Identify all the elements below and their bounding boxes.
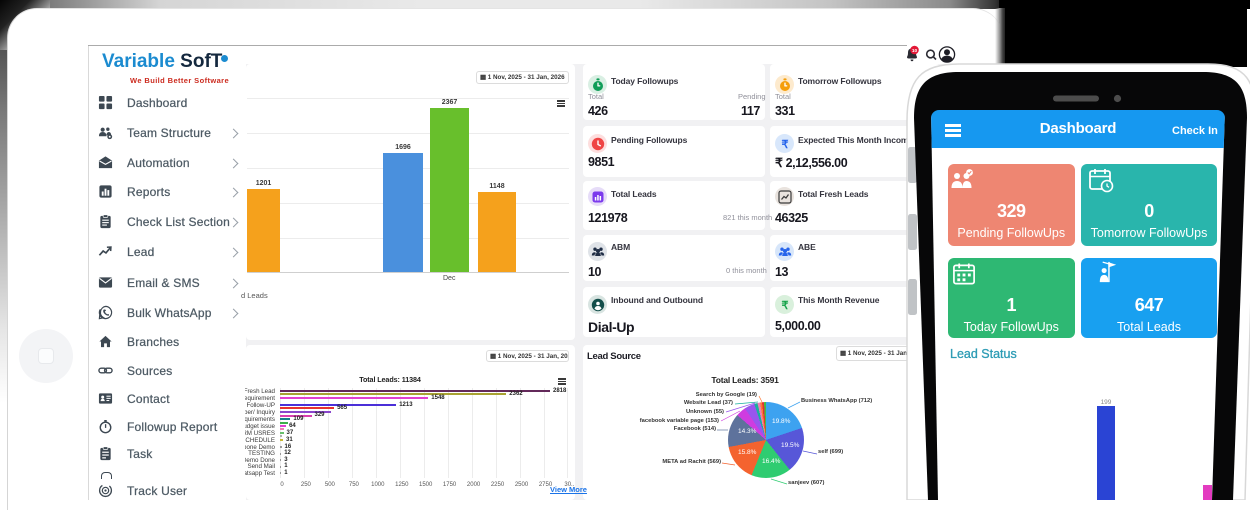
svg-text:10: 10 [912,48,918,54]
svg-text:₹: ₹ [781,300,788,312]
svg-text:₹: ₹ [781,139,788,151]
